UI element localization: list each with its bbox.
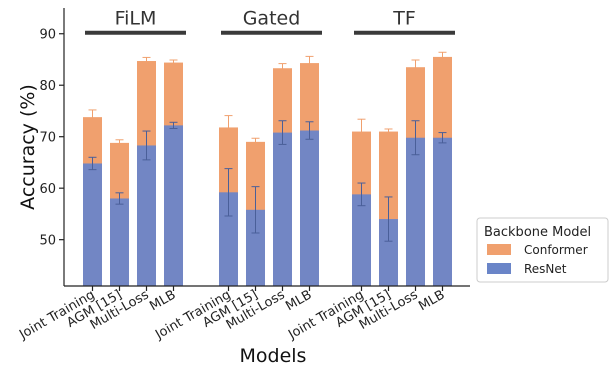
bar-resnet bbox=[433, 137, 452, 286]
bar-resnet bbox=[379, 219, 398, 286]
bar-resnet bbox=[406, 137, 425, 286]
legend-swatch-resnet bbox=[487, 263, 511, 274]
plot-area: FiLM Gated TF bbox=[83, 8, 455, 286]
bar-resnet bbox=[164, 125, 183, 286]
x-tick-label: MLB bbox=[147, 287, 178, 314]
y-tick-label: 80 bbox=[39, 79, 56, 94]
group-title: TF bbox=[392, 8, 416, 30]
bar-resnet bbox=[246, 209, 265, 286]
y-tick-label: 60 bbox=[39, 182, 56, 197]
bar-resnet bbox=[110, 198, 129, 286]
legend-label-resnet: ResNet bbox=[524, 262, 567, 276]
bar-resnet bbox=[273, 132, 292, 286]
legend: Backbone Model Conformer ResNet bbox=[476, 217, 609, 283]
group-title: FiLM bbox=[115, 8, 157, 30]
y-tick-label: 90 bbox=[39, 28, 56, 43]
legend-label-conformer: Conformer bbox=[524, 243, 588, 257]
group-title: Gated bbox=[243, 8, 301, 30]
bar-resnet bbox=[219, 192, 238, 286]
x-axis-title: Models bbox=[240, 345, 307, 367]
legend-swatch-conformer bbox=[487, 244, 511, 255]
x-tick-label: MLB bbox=[283, 287, 314, 314]
bar-resnet bbox=[83, 163, 102, 286]
legend-title: Backbone Model bbox=[484, 225, 591, 240]
bar-resnet bbox=[300, 130, 319, 286]
y-axis-title: Accuracy (%) bbox=[17, 84, 39, 210]
x-tick-label: MLB bbox=[416, 287, 447, 314]
y-tick-label: 50 bbox=[39, 234, 56, 249]
bar-resnet bbox=[352, 194, 371, 286]
bar-resnet bbox=[137, 145, 156, 286]
y-tick-label: 70 bbox=[39, 131, 56, 146]
